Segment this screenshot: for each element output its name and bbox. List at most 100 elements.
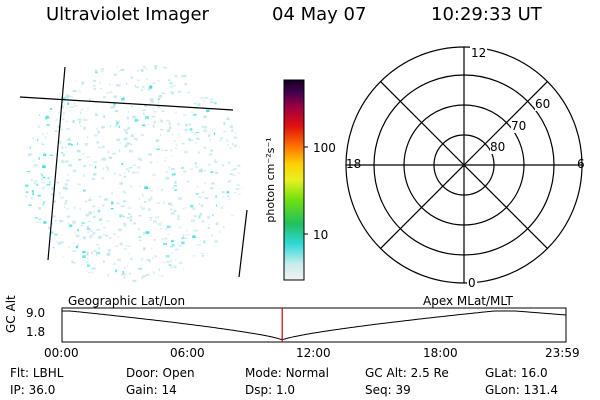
- emission-speckle: [170, 212, 175, 215]
- emission-speckle: [96, 141, 99, 144]
- emission-speckle: [118, 125, 121, 129]
- footer-field-value: Normal: [285, 366, 329, 380]
- emission-speckle: [147, 198, 151, 202]
- emission-speckle: [51, 251, 53, 253]
- emission-speckle: [212, 266, 216, 269]
- emission-speckle: [37, 93, 41, 96]
- emission-speckle: [123, 267, 126, 269]
- emission-speckle: [102, 145, 105, 148]
- emission-speckle: [161, 277, 165, 281]
- emission-speckle: [195, 74, 197, 77]
- emission-speckle: [139, 117, 141, 120]
- emission-speckle: [190, 139, 194, 141]
- emission-speckle: [138, 236, 142, 238]
- emission-speckle: [223, 122, 226, 125]
- emission-speckle: [107, 167, 109, 171]
- footer-field-value: 131.4: [523, 383, 558, 397]
- emission-speckle: [83, 126, 86, 130]
- latitude-line: [19, 96, 234, 111]
- emission-speckle: [125, 131, 128, 135]
- emission-speckle: [72, 250, 77, 252]
- emission-speckle: [59, 140, 61, 144]
- emission-speckle: [104, 198, 108, 201]
- emission-speckle: [224, 78, 227, 80]
- emission-speckle: [96, 244, 99, 246]
- footer-field-label: Door:: [126, 366, 159, 380]
- emission-speckle: [152, 220, 157, 223]
- emission-speckle: [67, 222, 69, 225]
- emission-speckle: [122, 270, 124, 274]
- emission-speckle: [204, 197, 209, 200]
- emission-speckle: [77, 118, 82, 121]
- emission-speckle: [128, 206, 131, 210]
- emission-speckle: [140, 89, 143, 92]
- emission-speckle: [220, 137, 223, 140]
- emission-speckle: [226, 191, 230, 194]
- emission-speckle: [122, 215, 125, 218]
- emission-speckle: [130, 76, 133, 79]
- emission-speckle: [217, 250, 220, 253]
- emission-speckle: [219, 64, 221, 67]
- footer-field-label: Dsp:: [245, 383, 273, 397]
- emission-speckle: [49, 89, 53, 92]
- emission-speckle: [184, 83, 188, 86]
- emission-speckle: [161, 238, 163, 241]
- emission-speckle: [116, 121, 119, 125]
- emission-speckle: [68, 164, 73, 167]
- emission-speckle: [134, 84, 136, 87]
- emission-speckle: [31, 179, 33, 181]
- uv-image: [19, 62, 248, 282]
- emission-speckle: [87, 110, 89, 112]
- emission-speckle: [203, 146, 207, 149]
- emission-speckle: [64, 202, 67, 205]
- mlt-label-18: 18: [346, 157, 362, 171]
- emission-speckle: [167, 202, 172, 205]
- emission-speckle: [170, 208, 172, 211]
- emission-speckle: [25, 109, 27, 112]
- emission-speckle: [56, 258, 59, 262]
- emission-speckle: [78, 121, 81, 124]
- emission-speckle: [192, 228, 195, 231]
- emission-speckle: [49, 252, 53, 255]
- emission-speckle: [177, 91, 180, 94]
- emission-speckle: [221, 240, 223, 243]
- emission-speckle: [74, 105, 78, 107]
- emission-speckle: [222, 72, 224, 75]
- emission-speckle: [142, 231, 146, 235]
- emission-speckle: [194, 132, 197, 135]
- emission-speckle: [124, 172, 126, 174]
- emission-speckle: [179, 261, 183, 265]
- emission-speckle: [183, 237, 188, 239]
- emission-speckle: [208, 153, 213, 155]
- emission-speckle: [51, 193, 55, 196]
- emission-speckle: [86, 228, 91, 231]
- emission-speckle: [97, 209, 101, 213]
- emission-speckle: [160, 129, 164, 131]
- time-tick-1800: 18:00: [423, 346, 458, 360]
- emission-speckle: [24, 207, 27, 210]
- emission-speckle: [179, 226, 182, 229]
- emission-speckle: [29, 146, 31, 150]
- emission-speckle: [170, 155, 173, 157]
- emission-speckle: [195, 193, 199, 195]
- emission-speckle: [234, 192, 236, 194]
- emission-speckle: [212, 71, 217, 73]
- emission-speckle: [212, 255, 215, 258]
- emission-speckle: [123, 248, 127, 250]
- emission-speckle: [238, 193, 242, 195]
- emission-speckle: [101, 223, 103, 225]
- emission-speckle: [54, 263, 58, 266]
- emission-speckle: [119, 242, 123, 246]
- emission-speckle: [153, 239, 156, 241]
- emission-speckle: [185, 131, 187, 133]
- emission-speckle: [117, 236, 120, 238]
- emission-speckle: [103, 115, 106, 118]
- altitude-tick-high: 9.0: [26, 306, 46, 320]
- emission-speckle: [32, 192, 34, 196]
- emission-speckle: [233, 223, 238, 227]
- emission-speckle: [73, 102, 76, 105]
- emission-speckle: [61, 146, 64, 149]
- emission-speckle: [34, 232, 37, 236]
- uv-emission-field: [23, 62, 243, 282]
- emission-speckle: [41, 181, 45, 184]
